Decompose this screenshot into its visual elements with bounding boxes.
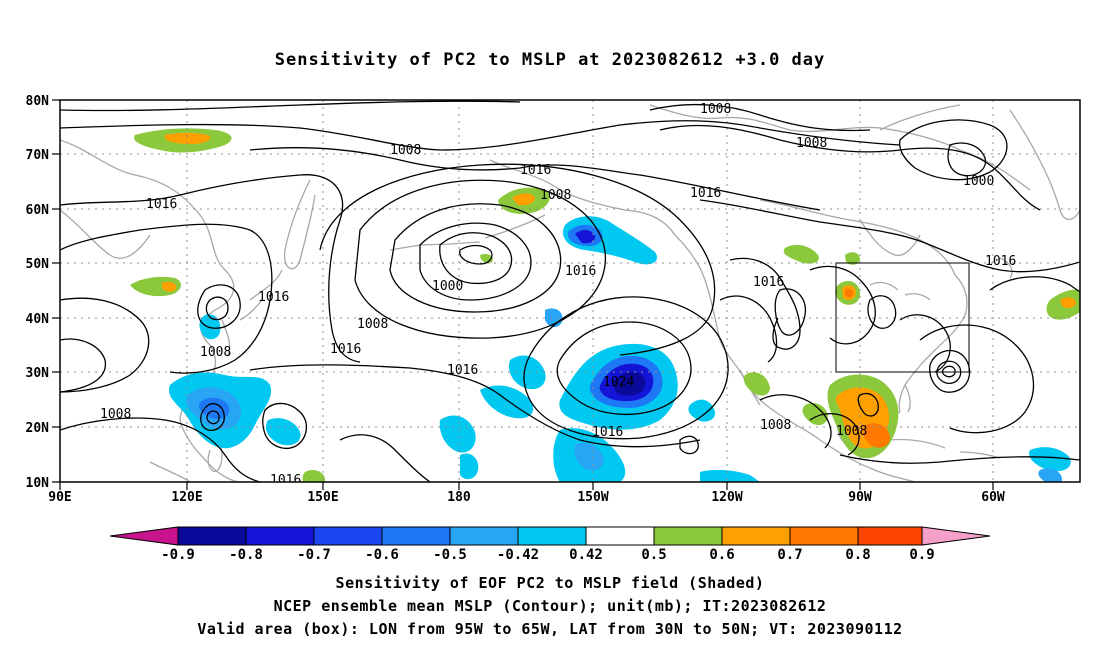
contour-label: 1016	[985, 254, 1016, 269]
mslp-contours	[60, 100, 1080, 482]
contour-label: 1008	[760, 418, 791, 433]
colorbar-labels: -0.9 -0.8 -0.7 -0.6 -0.5 -0.42 0.42 0.5 …	[161, 547, 935, 563]
colorbar-label: -0.6	[365, 547, 399, 563]
latitude-labels: 80N 70N 60N 50N 40N 30N 20N 10N	[26, 94, 50, 491]
colorbar-label: 0.5	[641, 547, 666, 563]
lon-label: 120W	[711, 490, 742, 505]
contour-label: 1008	[357, 317, 388, 332]
colorbar-cell	[381, 526, 451, 546]
contour-label: 1016	[565, 264, 596, 279]
contour-label: 1008	[836, 424, 867, 439]
colorbar-label: 0.7	[777, 547, 802, 563]
lat-label: 10N	[26, 476, 50, 491]
colorbar-label: -0.8	[229, 547, 263, 563]
colorbar-cell	[313, 526, 383, 546]
colorbar-cell	[177, 526, 247, 546]
lon-label: 90E	[48, 490, 71, 505]
sensitivity-shading	[130, 128, 1080, 482]
caption-line-2: NCEP ensemble mean MSLP (Contour); unit(…	[273, 597, 827, 615]
colorbar-cell	[245, 526, 315, 546]
colorbar-label: 0.9	[909, 547, 934, 563]
colorbar-cells	[177, 526, 923, 546]
contour-label: 1008	[390, 143, 421, 158]
colorbar-cell	[653, 526, 723, 546]
lon-label: 150W	[577, 490, 608, 505]
contour-label: 1024	[603, 375, 634, 390]
contour-label: 1008	[100, 407, 131, 422]
axis-ticks	[52, 99, 994, 490]
contour-label: 1016	[753, 275, 784, 290]
lat-label: 40N	[26, 312, 50, 327]
contour-label: 1000	[432, 279, 463, 294]
caption-line-3: Valid area (box): LON from 95W to 65W, L…	[197, 620, 903, 638]
colorbar-label: -0.9	[161, 547, 195, 563]
contour-label: 1000	[963, 174, 994, 189]
lon-label: 90W	[848, 490, 872, 505]
lat-label: 80N	[26, 94, 50, 109]
contour-label: 1008	[540, 188, 571, 203]
colorbar-cell	[789, 526, 859, 546]
contour-label: 1008	[796, 136, 827, 151]
colorbar-cell	[585, 526, 655, 546]
colorbar-cell	[857, 526, 923, 546]
colorbar-label: 0.6	[709, 547, 734, 563]
contour-label: 1016	[330, 342, 361, 357]
lat-label: 30N	[26, 366, 50, 381]
lat-label: 70N	[26, 148, 50, 163]
lat-label: 60N	[26, 203, 50, 218]
caption-line-1: Sensitivity of EOF PC2 to MSLP field (Sh…	[335, 574, 765, 592]
contour-label: 1016	[270, 473, 301, 488]
colorbar-label: 0.8	[845, 547, 870, 563]
chart-title: Sensitivity of PC2 to MSLP at 2023082612…	[274, 50, 826, 70]
lon-label: 60W	[981, 490, 1005, 505]
colorbar: -0.9 -0.8 -0.7 -0.6 -0.5 -0.42 0.42 0.5 …	[109, 526, 991, 563]
colorbar-low-end	[109, 526, 179, 546]
contour-label: 1016	[146, 197, 177, 212]
lon-label: 180	[447, 490, 471, 505]
colorbar-cell	[517, 526, 587, 546]
contour-label: 1016	[592, 425, 623, 440]
lat-label: 20N	[26, 421, 50, 436]
colorbar-cell	[721, 526, 791, 546]
contour-label: 1008	[700, 102, 731, 117]
contour-label: 1016	[258, 290, 289, 305]
lat-label: 50N	[26, 257, 50, 272]
map-frame	[59, 99, 1081, 483]
colorbar-label: -0.5	[433, 547, 467, 563]
map-gridlines	[60, 100, 1080, 482]
valid-area-box	[835, 262, 970, 373]
contour-label: 1008	[200, 345, 231, 360]
contour-label: 1016	[520, 163, 551, 178]
contour-label: 1016	[447, 363, 478, 378]
longitude-labels: 90E 120E 150E 180 150W 120W 90W 60W	[48, 490, 1005, 505]
colorbar-label: -0.7	[297, 547, 331, 563]
colorbar-high-end	[921, 526, 991, 546]
lon-label: 120E	[171, 490, 202, 505]
lon-label: 150E	[307, 490, 338, 505]
contour-label: 1016	[690, 186, 721, 201]
contour-labels: 1008 1008 1016 1008 1016 1008 1000 1016 …	[100, 102, 1016, 488]
colorbar-label: -0.42	[497, 547, 539, 563]
colorbar-label: 0.42	[569, 547, 603, 563]
colorbar-cell	[449, 526, 519, 546]
